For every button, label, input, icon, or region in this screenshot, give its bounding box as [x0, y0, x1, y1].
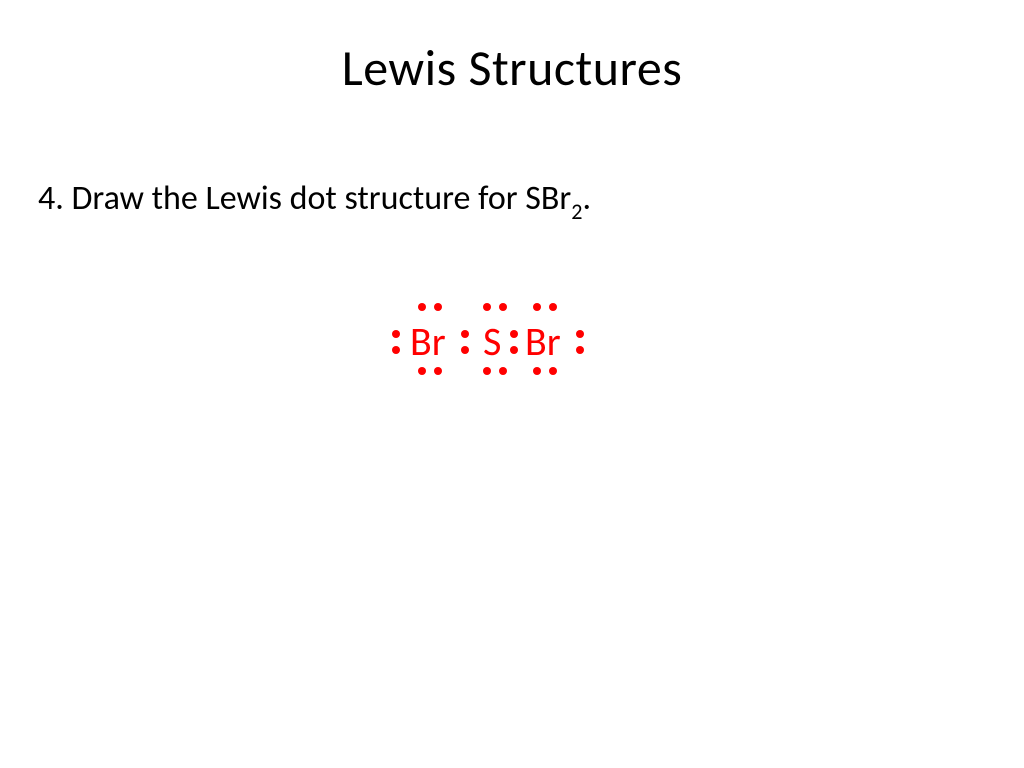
electron-dot — [499, 303, 507, 311]
electron-dot — [434, 367, 442, 375]
atom-label: S — [483, 322, 501, 362]
electron-dot — [461, 330, 469, 338]
electron-dot — [533, 303, 541, 311]
formula-base: SBr — [525, 178, 571, 219]
electron-dot — [576, 330, 584, 338]
electron-dot — [510, 330, 518, 338]
electron-dot — [549, 367, 557, 375]
electron-dot — [418, 303, 426, 311]
slide-title: Lewis Structures — [0, 38, 1024, 99]
electron-dot — [392, 346, 400, 354]
electron-dot — [461, 346, 469, 354]
electron-dot — [418, 367, 426, 375]
formula-subscript: 2 — [571, 198, 582, 225]
electron-dot — [392, 330, 400, 338]
slide: Lewis Structures 4. Draw the Lewis dot s… — [0, 0, 1024, 768]
question-text: 4. Draw the Lewis dot structure for SBr2… — [38, 178, 591, 223]
question-number: 4. — [38, 178, 64, 219]
electron-dot — [499, 367, 507, 375]
question-prefix: Draw the Lewis dot structure for — [64, 178, 525, 219]
electron-dot — [510, 346, 518, 354]
atom-label: Br — [525, 322, 561, 362]
electron-dot — [483, 367, 491, 375]
electron-dot — [576, 346, 584, 354]
electron-dot — [549, 303, 557, 311]
electron-dot — [533, 367, 541, 375]
question-suffix: . — [582, 178, 591, 219]
electron-dot — [483, 303, 491, 311]
electron-dot — [434, 303, 442, 311]
atom-label: Br — [410, 322, 446, 362]
